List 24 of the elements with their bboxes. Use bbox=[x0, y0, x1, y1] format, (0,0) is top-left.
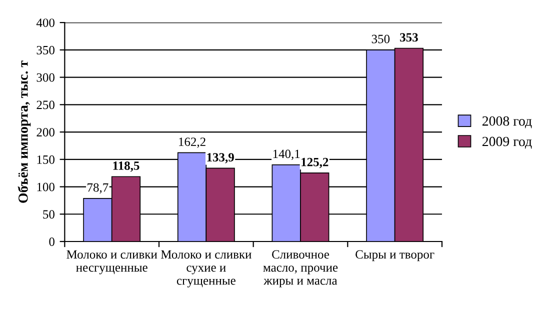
legend-label: 2008 год bbox=[482, 116, 532, 128]
y-tick-label: 300 bbox=[36, 73, 54, 82]
data-label: 350 bbox=[372, 34, 390, 44]
data-label: 118,5 bbox=[113, 161, 140, 172]
x-tick-label: Молоко и сливки несгущенные bbox=[66, 250, 158, 274]
y-tick-label: 150 bbox=[37, 155, 54, 164]
data-label: 78,7 bbox=[88, 183, 108, 194]
x-tick-label: Молоко и сливки сухие и сгущенные bbox=[160, 250, 252, 288]
x-tick-label: Сливочное масло, прочие жиры и масла bbox=[263, 250, 338, 288]
data-label: 133,9 bbox=[207, 153, 234, 164]
y-tick-label: 50 bbox=[43, 210, 54, 219]
y-tick-label: 350 bbox=[36, 46, 54, 54]
y-tick-label: 200 bbox=[36, 128, 54, 136]
y-axis-title: Объём импорта, тыс. т bbox=[18, 60, 31, 203]
data-label: 140,1 bbox=[273, 150, 300, 160]
y-tick-label: 0 bbox=[49, 238, 54, 246]
y-tick-label: 100 bbox=[37, 182, 54, 192]
y-tick-label: 400 bbox=[36, 18, 54, 27]
x-tick-label: Сыры и творог bbox=[356, 250, 434, 262]
legend-label: 2009 год bbox=[482, 136, 532, 149]
data-label: 125,2 bbox=[302, 158, 328, 168]
data-label: 353 bbox=[400, 33, 418, 42]
y-tick-label: 250 bbox=[36, 100, 54, 110]
data-label: 162,2 bbox=[179, 138, 206, 148]
